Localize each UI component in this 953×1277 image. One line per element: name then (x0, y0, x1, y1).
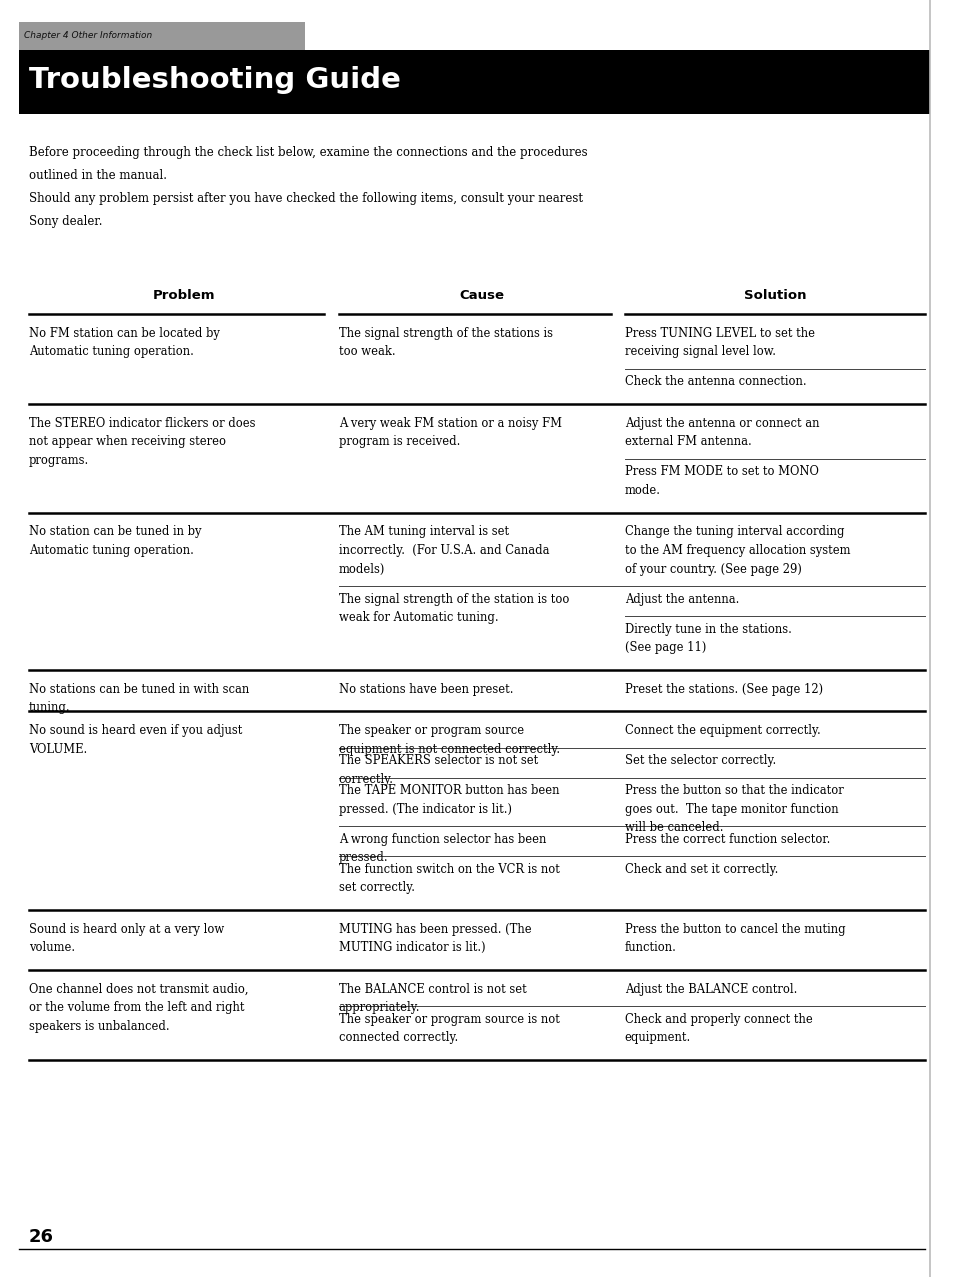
Text: appropriately.: appropriately. (338, 1001, 419, 1014)
Text: of your country. (See page 29): of your country. (See page 29) (624, 563, 801, 576)
Text: Press FM MODE to set to MONO: Press FM MODE to set to MONO (624, 466, 818, 479)
Text: Check and set it correctly.: Check and set it correctly. (624, 863, 778, 876)
Text: will be canceled.: will be canceled. (624, 821, 722, 834)
Text: connected correctly.: connected correctly. (338, 1032, 457, 1045)
Text: Directly tune in the stations.: Directly tune in the stations. (624, 623, 791, 636)
Text: The BALANCE control is not set: The BALANCE control is not set (338, 983, 526, 996)
FancyBboxPatch shape (19, 22, 305, 50)
Text: One channel does not transmit audio,: One channel does not transmit audio, (29, 983, 248, 996)
Text: Press the button to cancel the muting: Press the button to cancel the muting (624, 923, 844, 936)
Text: external FM antenna.: external FM antenna. (624, 435, 751, 448)
Text: Chapter 4 Other Information: Chapter 4 Other Information (24, 31, 152, 41)
Text: Change the tuning interval according: Change the tuning interval according (624, 526, 843, 539)
Text: Adjust the antenna.: Adjust the antenna. (624, 593, 739, 605)
Text: Press the correct function selector.: Press the correct function selector. (624, 833, 829, 845)
Text: pressed.: pressed. (338, 852, 388, 865)
Text: The speaker or program source: The speaker or program source (338, 724, 523, 737)
Text: MUTING indicator is lit.): MUTING indicator is lit.) (338, 941, 485, 954)
Text: The TAPE MONITOR button has been: The TAPE MONITOR button has been (338, 784, 558, 797)
Text: Adjust the BALANCE control.: Adjust the BALANCE control. (624, 983, 797, 996)
Text: Should any problem persist after you have checked the following items, consult y: Should any problem persist after you hav… (29, 192, 582, 204)
Text: program is received.: program is received. (338, 435, 459, 448)
Text: The STEREO indicator flickers or does: The STEREO indicator flickers or does (29, 418, 254, 430)
Text: (See page 11): (See page 11) (624, 641, 705, 654)
Text: Before proceeding through the check list below, examine the connections and the : Before proceeding through the check list… (29, 146, 587, 158)
Text: incorrectly.  (For U.S.A. and Canada: incorrectly. (For U.S.A. and Canada (338, 544, 549, 557)
FancyBboxPatch shape (19, 50, 929, 114)
Text: equipment is not connected correctly.: equipment is not connected correctly. (338, 743, 559, 756)
Text: No stations can be tuned in with scan: No stations can be tuned in with scan (29, 683, 249, 696)
Text: No FM station can be located by: No FM station can be located by (29, 327, 219, 340)
Text: volume.: volume. (29, 941, 74, 954)
Text: or the volume from the left and right: or the volume from the left and right (29, 1001, 244, 1014)
Text: The AM tuning interval is set: The AM tuning interval is set (338, 526, 508, 539)
Text: A very weak FM station or a noisy FM: A very weak FM station or a noisy FM (338, 418, 561, 430)
Text: Preset the stations. (See page 12): Preset the stations. (See page 12) (624, 683, 822, 696)
Text: receiving signal level low.: receiving signal level low. (624, 346, 775, 359)
Text: models): models) (338, 563, 385, 576)
Text: MUTING has been pressed. (The: MUTING has been pressed. (The (338, 923, 531, 936)
Text: Sony dealer.: Sony dealer. (29, 215, 102, 227)
Text: tuning.: tuning. (29, 701, 71, 714)
Text: programs.: programs. (29, 455, 89, 467)
Text: not appear when receiving stereo: not appear when receiving stereo (29, 435, 225, 448)
Text: outlined in the manual.: outlined in the manual. (29, 169, 167, 181)
Text: VOLUME.: VOLUME. (29, 743, 87, 756)
Text: to the AM frequency allocation system: to the AM frequency allocation system (624, 544, 849, 557)
Text: The speaker or program source is not: The speaker or program source is not (338, 1013, 559, 1025)
Text: too weak.: too weak. (338, 346, 395, 359)
Text: Troubleshooting Guide: Troubleshooting Guide (29, 66, 400, 94)
Text: Automatic tuning operation.: Automatic tuning operation. (29, 346, 193, 359)
Text: Adjust the antenna or connect an: Adjust the antenna or connect an (624, 418, 819, 430)
Text: The function switch on the VCR is not: The function switch on the VCR is not (338, 863, 559, 876)
Text: Set the selector correctly.: Set the selector correctly. (624, 755, 776, 767)
Text: equipment.: equipment. (624, 1032, 690, 1045)
Text: No sound is heard even if you adjust: No sound is heard even if you adjust (29, 724, 242, 737)
Text: goes out.  The tape monitor function: goes out. The tape monitor function (624, 803, 838, 816)
Text: No stations have been preset.: No stations have been preset. (338, 683, 513, 696)
Text: The signal strength of the station is too: The signal strength of the station is to… (338, 593, 568, 605)
Text: Press TUNING LEVEL to set the: Press TUNING LEVEL to set the (624, 327, 814, 340)
Text: Press the button so that the indicator: Press the button so that the indicator (624, 784, 842, 797)
Text: The SPEAKERS selector is not set: The SPEAKERS selector is not set (338, 755, 537, 767)
Text: The signal strength of the stations is: The signal strength of the stations is (338, 327, 552, 340)
Text: 26: 26 (29, 1228, 53, 1246)
Text: A wrong function selector has been: A wrong function selector has been (338, 833, 545, 845)
Text: Connect the equipment correctly.: Connect the equipment correctly. (624, 724, 820, 737)
Text: mode.: mode. (624, 484, 660, 497)
Text: Problem: Problem (152, 289, 214, 301)
Text: Cause: Cause (458, 289, 504, 301)
Text: set correctly.: set correctly. (338, 881, 415, 894)
Text: weak for Automatic tuning.: weak for Automatic tuning. (338, 612, 497, 624)
Text: speakers is unbalanced.: speakers is unbalanced. (29, 1020, 169, 1033)
Text: function.: function. (624, 941, 676, 954)
Text: Automatic tuning operation.: Automatic tuning operation. (29, 544, 193, 557)
Text: pressed. (The indicator is lit.): pressed. (The indicator is lit.) (338, 803, 511, 816)
Text: Check the antenna connection.: Check the antenna connection. (624, 375, 805, 388)
Text: Solution: Solution (743, 289, 805, 301)
Text: correctly.: correctly. (338, 773, 394, 785)
Text: Sound is heard only at a very low: Sound is heard only at a very low (29, 923, 224, 936)
Text: Check and properly connect the: Check and properly connect the (624, 1013, 812, 1025)
Text: No station can be tuned in by: No station can be tuned in by (29, 526, 201, 539)
